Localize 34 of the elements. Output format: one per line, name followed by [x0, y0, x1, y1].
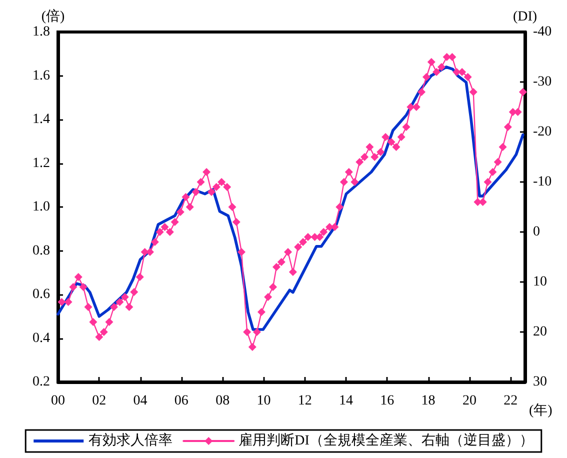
y-tick-label: 1.0 [32, 200, 50, 214]
x-tick-label: 00 [51, 394, 65, 408]
x-tick-label: 02 [92, 394, 106, 408]
y-tick-label: 0.8 [32, 243, 50, 258]
x-tick-label: 16 [380, 394, 394, 408]
x-tick-label: 22 [504, 394, 518, 408]
y2-tick-label: 0 [533, 224, 540, 240]
legend-label: 雇用判断DI（全規模全産業、右軸（逆目盛）） [238, 432, 534, 448]
y2-tick-label: 20 [533, 324, 547, 340]
x-tick-label: 10 [256, 394, 271, 408]
legend-label: 有効求人倍率 [88, 432, 173, 448]
y-tick-label: 0.6 [32, 287, 50, 302]
x-tick-label: 20 [462, 394, 476, 408]
y2-tick-label: -10 [533, 174, 552, 190]
x-tick-label: 18 [421, 394, 436, 408]
x-tick-label: 06 [174, 394, 188, 408]
y-tick-label: 1.8 [32, 24, 50, 40]
y2-axis-title: (DI) [512, 10, 538, 24]
x-axis-title: (年) [529, 402, 553, 418]
y2-tick-label: -30 [533, 74, 552, 90]
y2-tick-label: -40 [533, 24, 552, 40]
y2-tick-label: 30 [533, 374, 547, 390]
y2-tick-label: -20 [533, 124, 552, 140]
y2-tick-label: 10 [533, 274, 547, 290]
x-tick-label: 04 [133, 394, 148, 408]
x-tick-label: 12 [298, 394, 312, 408]
y-tick-label: 0.2 [32, 374, 50, 390]
y-tick-label: 0.4 [32, 330, 50, 346]
y-axis-title: (倍) [41, 8, 65, 24]
x-tick-label: 14 [339, 394, 354, 408]
y-tick-label: 1.2 [32, 156, 50, 171]
y-tick-label: 1.4 [32, 112, 50, 127]
y-tick-label: 1.6 [32, 68, 50, 84]
x-tick-label: 08 [216, 394, 230, 408]
